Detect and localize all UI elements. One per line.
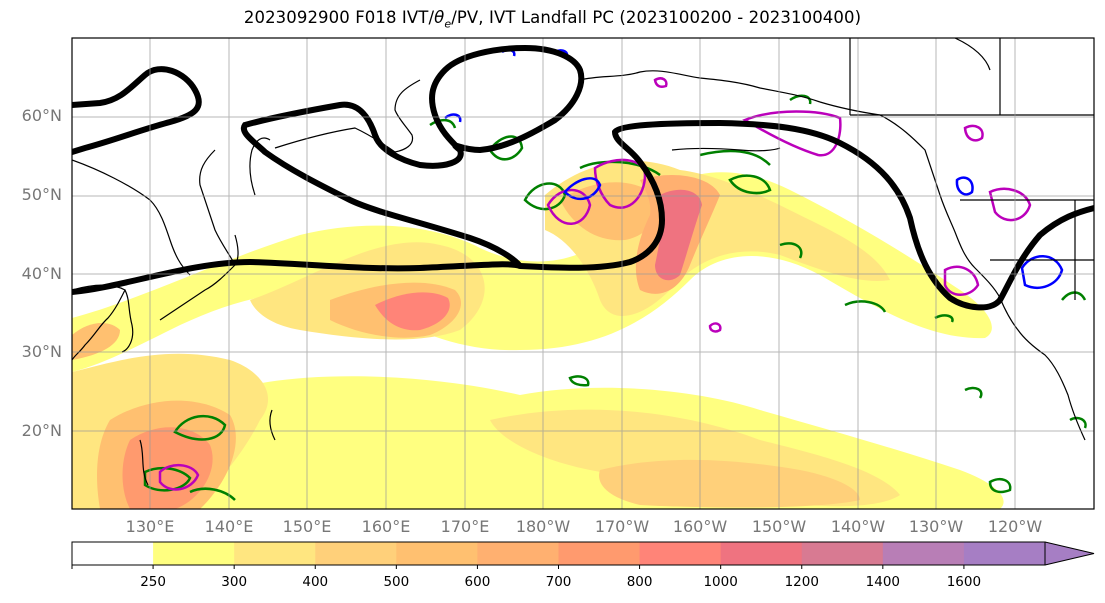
lon-label: 160°W	[672, 517, 728, 536]
colorbar-outline	[71, 541, 1046, 566]
gridlines	[72, 38, 1094, 509]
colorbar-tick-label: 700	[545, 574, 572, 590]
lat-label: 20°N	[21, 421, 62, 440]
colorbar-swatch	[477, 542, 559, 565]
lat-label: 50°N	[21, 185, 62, 204]
map-title: 2023092900 F018 IVT/θe/PV, IVT Landfall …	[243, 8, 862, 31]
colorbar-swatch	[639, 542, 722, 565]
theta-e-contours	[143, 94, 1087, 501]
map-frame	[71, 37, 1095, 510]
colorbar-extension-arrow	[1044, 541, 1095, 566]
colorbar-tick-label: 500	[383, 574, 410, 590]
colorbar-swatch	[801, 542, 884, 565]
colorbar-tick-label: 1400	[865, 574, 900, 590]
lon-label: 180°W	[515, 517, 571, 536]
lon-label: 170°W	[594, 517, 650, 536]
colorbar-swatch	[234, 542, 316, 565]
lat-label: 40°N	[21, 264, 62, 283]
lon-label: 150°W	[751, 517, 807, 536]
lon-label: 120°W	[987, 517, 1043, 536]
colorbar-tick-label: 1600	[946, 574, 982, 590]
lon-label: 160°E	[361, 517, 411, 536]
colorbar-swatch	[963, 542, 1046, 565]
colorbar-tick-label: 300	[221, 574, 248, 590]
colorbar-swatch	[882, 542, 965, 565]
lon-label: 170°E	[440, 517, 490, 536]
lat-label: 30°N	[21, 342, 62, 361]
colorbar-swatch	[396, 542, 478, 565]
colorbar-swatch	[558, 542, 641, 565]
colorbar-tick-label: 600	[464, 574, 491, 590]
lon-label: 140°W	[830, 517, 886, 536]
pv-contours	[72, 44, 1094, 311]
colorbar-tick-label: 250	[140, 574, 166, 590]
colorbar-swatch	[315, 542, 397, 565]
lon-label: 130°W	[908, 517, 964, 536]
colorbar-swatch	[72, 542, 154, 565]
lat-label: 60°N	[21, 106, 62, 125]
colorbar-swatch	[720, 542, 803, 565]
colorbar-tick-label: 800	[626, 574, 653, 590]
colorbar-tick-label: 400	[302, 574, 329, 590]
colorbar-tick-label: 1200	[784, 574, 819, 590]
colorbar-tick-label: 1000	[703, 574, 738, 590]
lon-label: 130°E	[125, 517, 175, 536]
lon-label: 150°E	[282, 517, 332, 536]
lon-label: 140°E	[204, 517, 254, 536]
colorbar-swatch	[153, 542, 235, 565]
